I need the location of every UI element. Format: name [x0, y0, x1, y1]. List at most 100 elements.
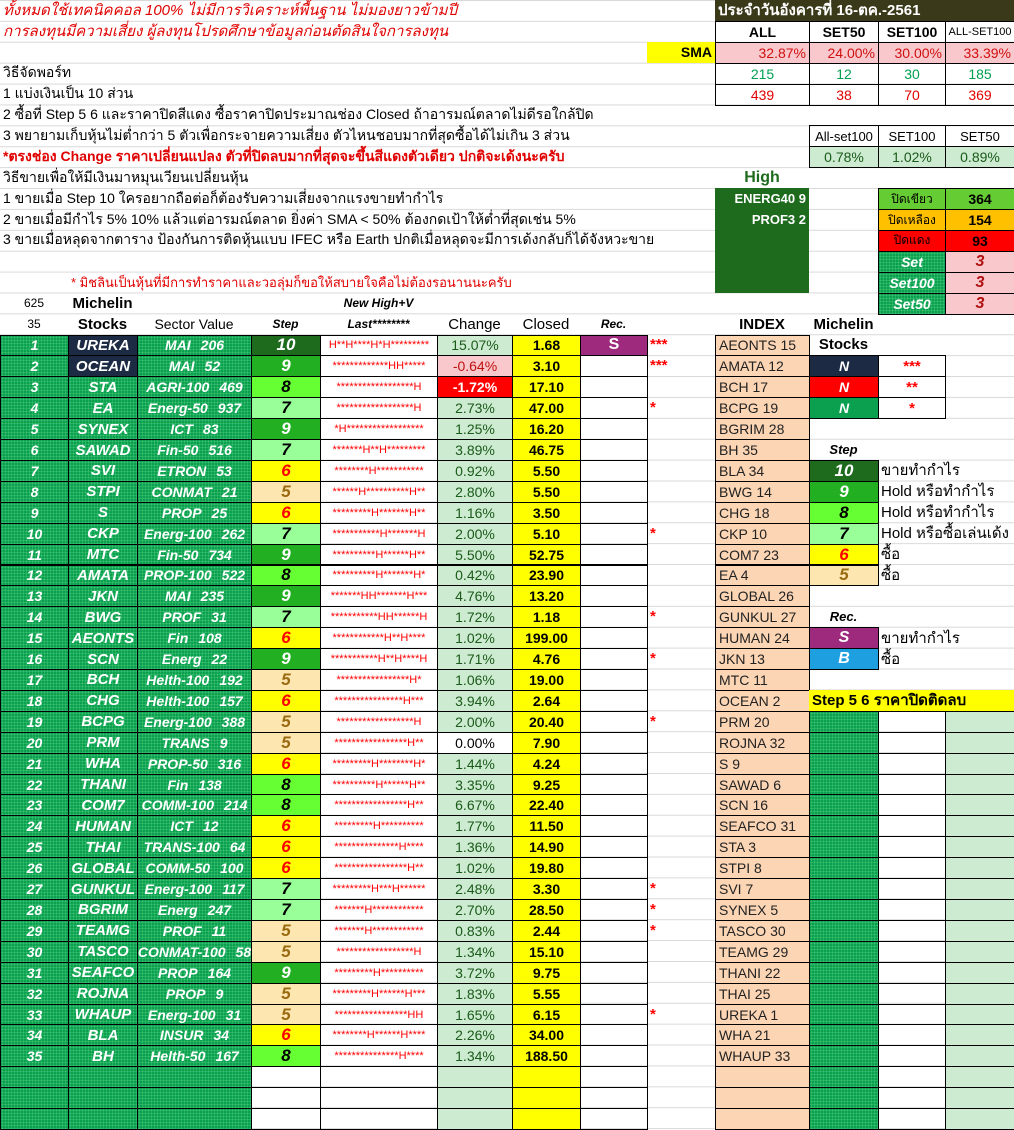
stock-symbol[interactable]: TASCO: [68, 940, 138, 963]
sma-value: 33.39%: [945, 41, 1014, 64]
stock-symbol[interactable]: TEAMG: [68, 919, 138, 942]
index-item[interactable]: AMATA 12: [715, 355, 810, 378]
index-item[interactable]: SVI 7: [715, 878, 810, 901]
index-item[interactable]: STA 3: [715, 836, 810, 859]
index-item[interactable]: GLOBAL 26: [715, 585, 810, 608]
stock-symbol[interactable]: WHA: [68, 752, 138, 775]
index-item[interactable]: CKP 10: [715, 522, 810, 545]
index-item[interactable]: HUMAN 24: [715, 627, 810, 650]
stock-symbol[interactable]: WHAUP: [68, 1003, 138, 1026]
sector-value: MAI 235: [137, 585, 252, 608]
index-item[interactable]: BH 35: [715, 439, 810, 461]
watch-cell: [809, 899, 879, 921]
index-item[interactable]: BWG 14: [715, 480, 810, 503]
rec-badge: [580, 543, 648, 566]
stock-symbol[interactable]: S: [68, 501, 138, 524]
index-item[interactable]: BCPG 19: [715, 397, 810, 420]
index-item[interactable]: WHAUP 33: [715, 1045, 810, 1068]
stock-symbol[interactable]: CKP: [68, 522, 138, 545]
stock-symbol[interactable]: GUNKUL: [68, 878, 138, 901]
stock-symbol[interactable]: PRM: [68, 731, 138, 754]
index-item[interactable]: UREKA 1: [715, 1003, 810, 1026]
stock-symbol[interactable]: BLA: [68, 1024, 138, 1047]
index-item[interactable]: THANI 22: [715, 961, 810, 984]
index-item[interactable]: SYNEX 5: [715, 899, 810, 921]
index-item[interactable]: BLA 34: [715, 459, 810, 482]
index-item[interactable]: CHG 18: [715, 501, 810, 524]
index-item[interactable]: BGRIM 28: [715, 418, 810, 441]
index-item[interactable]: COM7 23: [715, 543, 810, 566]
stock-symbol[interactable]: SYNEX: [68, 418, 138, 441]
watch-cell: [945, 731, 1014, 754]
stock-symbol[interactable]: OCEAN: [68, 355, 138, 378]
index-item[interactable]: WHA 21: [715, 1024, 810, 1047]
stock-symbol[interactable]: COM7: [68, 794, 138, 817]
sell-rule-1: 1 ขายเมื่อ Step 10 ใครอยากถือต่อก็ต้องรั…: [3, 189, 444, 206]
index-item[interactable]: JKN 13: [715, 648, 810, 671]
index-item[interactable]: TASCO 30: [715, 919, 810, 942]
total-count: 625: [23, 296, 45, 311]
stock-symbol: [68, 1066, 138, 1089]
stock-symbol[interactable]: SCN: [68, 648, 138, 671]
change-value: 1.77%: [437, 815, 513, 838]
change-value: 0.42%: [437, 564, 513, 587]
stock-symbol[interactable]: THAI: [68, 836, 138, 859]
index-item[interactable]: OCEAN 2: [715, 689, 810, 712]
index-item[interactable]: PRM 20: [715, 710, 810, 733]
stock-symbol[interactable]: MTC: [68, 543, 138, 566]
stock-symbol[interactable]: BGRIM: [68, 899, 138, 921]
sector: Helth-100: [146, 671, 210, 688]
step-legend-header: Step: [829, 442, 858, 457]
index-item[interactable]: GUNKUL 27: [715, 606, 810, 629]
stock-symbol[interactable]: BH: [68, 1045, 138, 1068]
rec-badge: [580, 1066, 648, 1089]
row-number: 34: [0, 1024, 69, 1047]
stock-symbol[interactable]: JKN: [68, 585, 138, 608]
stock-symbol[interactable]: SAWAD: [68, 439, 138, 461]
stock-symbol[interactable]: CHG: [68, 689, 138, 712]
stock-symbol[interactable]: AEONTS: [68, 627, 138, 650]
last-pattern: ***********HH******H: [320, 606, 438, 629]
stock-symbol[interactable]: STA: [68, 376, 138, 399]
index-item[interactable]: ROJNA 32: [715, 731, 810, 754]
value: 53: [216, 462, 232, 479]
stock-symbol[interactable]: BWG: [68, 606, 138, 629]
stock-symbol[interactable]: EA: [68, 397, 138, 420]
row-number: [0, 1087, 69, 1110]
change-value: 1.72%: [437, 606, 513, 629]
stock-symbol[interactable]: STPI: [68, 480, 138, 503]
row-number: 20: [0, 731, 69, 754]
stock-symbol[interactable]: AMATA: [68, 564, 138, 587]
stock-symbol[interactable]: BCPG: [68, 710, 138, 733]
sector: PROF: [162, 609, 202, 626]
stock-symbol[interactable]: SEAFCO: [68, 961, 138, 984]
stock-symbol[interactable]: GLOBAL: [68, 857, 138, 880]
last-pattern: **********H******H**: [320, 543, 438, 566]
watch-cell: [878, 1087, 946, 1110]
index-item[interactable]: STPI 8: [715, 857, 810, 880]
index-item[interactable]: S 9: [715, 752, 810, 775]
index-item[interactable]: MTC 11: [715, 669, 810, 691]
change-value: 1.44%: [437, 752, 513, 775]
stock-symbol[interactable]: BCH: [68, 669, 138, 691]
stock-symbol[interactable]: THANI: [68, 773, 138, 796]
stock-symbol[interactable]: SVI: [68, 459, 138, 482]
stock-symbol[interactable]: UREKA: [68, 334, 138, 357]
high-item: PROF3 2: [751, 212, 806, 228]
last-pattern: *************HH*****: [320, 355, 438, 378]
stock-symbol[interactable]: HUMAN: [68, 815, 138, 838]
index-item[interactable]: TEAMG 29: [715, 940, 810, 963]
change-value: 2.00%: [437, 522, 513, 545]
rec-badge: [580, 522, 648, 545]
index-item[interactable]: EA 4: [715, 564, 810, 587]
index-item[interactable]: BCH 17: [715, 376, 810, 399]
index-item[interactable]: SCN 16: [715, 794, 810, 817]
index-item[interactable]: SAWAD 6: [715, 773, 810, 796]
michelin-level-badge: N: [809, 376, 879, 399]
index-item[interactable]: SEAFCO 31: [715, 815, 810, 838]
index-item[interactable]: THAI 25: [715, 982, 810, 1005]
row-number: 32: [0, 982, 69, 1005]
index-item[interactable]: AEONTS 15: [715, 334, 810, 357]
stock-symbol[interactable]: ROJNA: [68, 982, 138, 1005]
value: 469: [219, 379, 243, 396]
